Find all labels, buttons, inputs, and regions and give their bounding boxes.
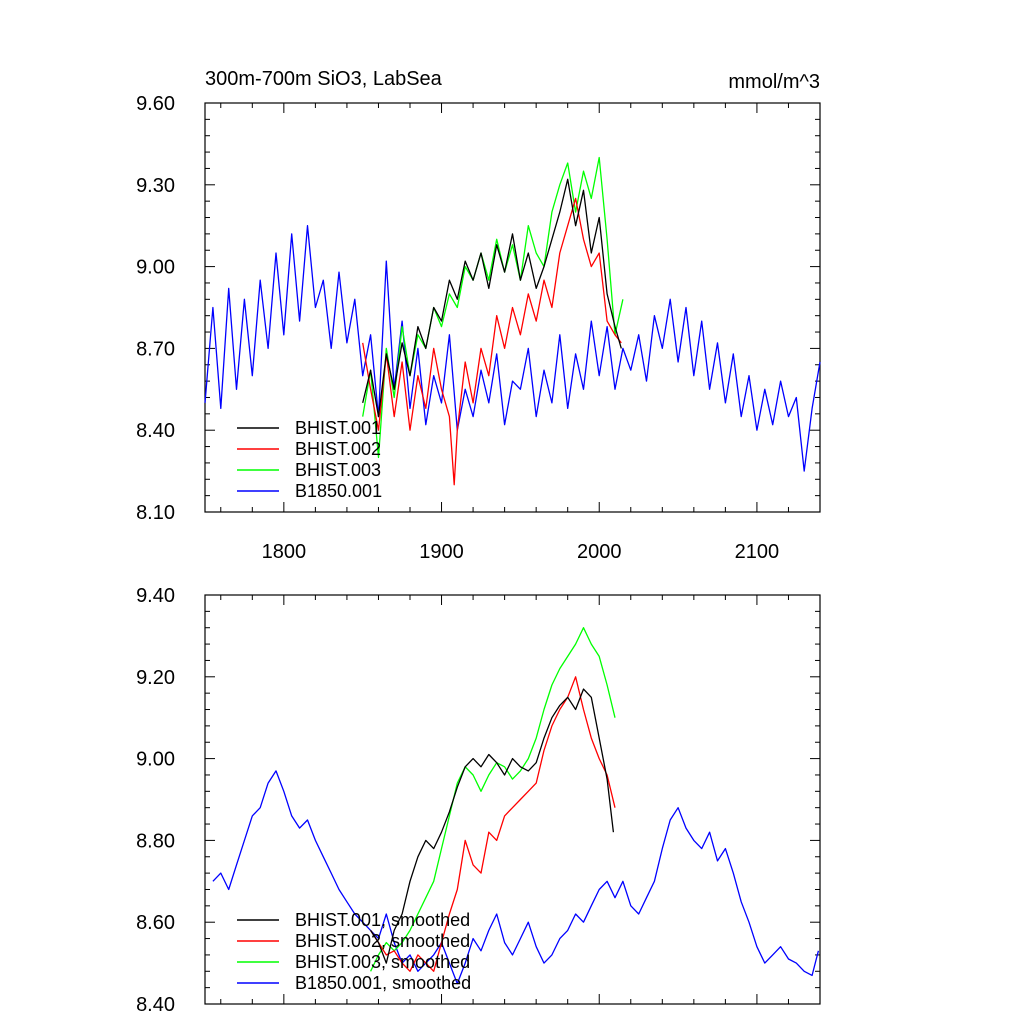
legend-label: B1850.001, smoothed [295,973,471,993]
y-tick-label: 8.70 [136,338,175,360]
series-line-bhist-002-smoothed [370,676,616,972]
legend-label: BHIST.001 [295,418,381,438]
y-tick-labels: 8.40 8.60 8.80 9.00 9.20 9.40 [136,585,175,1016]
tick-marks [205,594,821,1005]
series-line-bhist-001 [362,178,622,418]
y-tick-label: 8.60 [136,912,175,934]
y-tick-label: 9.00 [136,749,175,771]
x-tick-label: 1900 [419,541,464,563]
y-tick-label: 8.10 [136,502,175,524]
plot-frame [204,594,821,1005]
legend-label: BHIST.002 [295,439,381,459]
plot-frame [204,102,821,513]
y-tick-label: 9.30 [136,175,175,197]
x-tick-label: 2000 [577,541,622,563]
y-tick-label: 9.40 [136,585,175,607]
series-line-b1850-001-smoothed [212,770,820,985]
y-tick-label: 8.40 [136,420,175,442]
x-tick-labels: 1800 1900 2000 2100 [262,541,780,563]
legend-label: BHIST.003, smoothed [295,952,470,972]
top-panel: 300m-700m SiO3, LabSea mmol/m^3 8.10 8.40… [136,68,821,563]
y-tick-label: 9.00 [136,257,175,279]
bottom-panel: 8.40 8.60 8.80 9.00 9.20 9.40 BHIST.001, smoo… [136,585,821,1016]
x-tick-label: 1800 [262,541,307,563]
x-tick-label: 2100 [735,541,780,563]
legend-label: BHIST.002, smoothed [295,931,470,951]
series-line-bhist-003-smoothed [370,627,616,972]
series-lines [212,627,820,985]
series-line-bhist-002 [362,197,622,486]
tick-marks [205,102,821,513]
y-tick-labels: 8.10 8.40 8.70 9.00 9.30 9.60 [136,93,175,524]
units-label: mmol/m^3 [728,71,820,93]
series-line-bhist-001-smoothed [370,688,615,964]
legend-label: BHIST.003 [295,460,381,480]
y-tick-label: 8.40 [136,994,175,1016]
series-lines [204,156,821,486]
series-line-b1850-001 [204,225,821,472]
legend-label: BHIST.001, smoothed [295,910,470,930]
series-line-bhist-003 [362,156,624,459]
y-tick-label: 9.60 [136,93,175,115]
y-tick-label: 9.20 [136,667,175,689]
legend-label: B1850.001 [295,481,382,501]
chart-title: 300m-700m SiO3, LabSea [205,68,443,90]
y-tick-label: 8.80 [136,830,175,852]
